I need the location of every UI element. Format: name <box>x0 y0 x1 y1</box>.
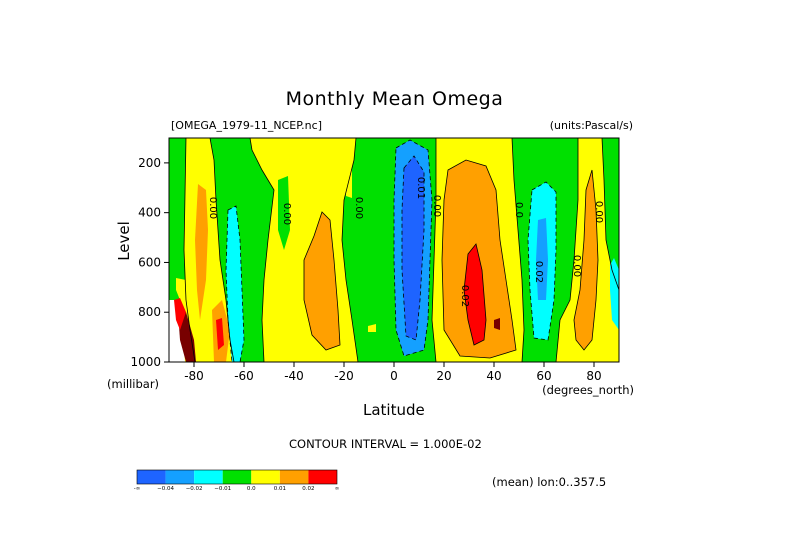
contour-label: 0.00 <box>431 195 442 217</box>
contour-label: 0.00 <box>593 201 604 223</box>
fill-south-midlat-green-notch <box>278 176 290 250</box>
mean-info-note: (mean) lon:0..357.5 <box>492 475 607 489</box>
colorbar-frame <box>136 469 338 485</box>
contour-label: 0.00 <box>281 203 292 225</box>
y-axis-unit: (millibar) <box>107 377 160 391</box>
x-tick-label: -60 <box>234 369 254 383</box>
fill-south-red <box>216 318 224 350</box>
contour-label: 0.00 <box>571 255 582 277</box>
colorbar-label: 0.01 <box>273 486 286 492</box>
fill-subtropics-red <box>464 244 486 345</box>
contour-interval-note: CONTOUR INTERVAL = 1.000E-02 <box>289 437 482 451</box>
colorbar-label: ∞ <box>334 486 340 492</box>
contour-label: 0.02 <box>533 261 544 283</box>
contour-label: 0.00 <box>207 197 218 219</box>
colorbar-swatch <box>194 470 223 484</box>
contour-lines-negative <box>225 139 557 362</box>
y-tick-label: 1000 <box>130 355 161 369</box>
y-tick-label: 200 <box>138 156 161 170</box>
y-tick-label: 400 <box>138 206 161 220</box>
contour-label: 0.0 <box>513 202 524 218</box>
colorbar-swatch <box>279 470 309 484</box>
colorbar <box>136 469 338 485</box>
file-label: [OMEGA_1979-11_NCEP.nc] <box>171 119 322 132</box>
y-tick-label: 600 <box>138 255 161 269</box>
fill-ascent-band-south <box>226 206 244 362</box>
fill-itcz-inner <box>402 156 424 340</box>
x-tick-label: 20 <box>436 369 451 383</box>
colorbar-swatch <box>308 470 337 484</box>
fill-small-yellow-2 <box>368 324 376 332</box>
x-tick-label: -20 <box>334 369 354 383</box>
x-tick-label: 80 <box>586 369 601 383</box>
x-tick-label: 0 <box>390 369 398 383</box>
y-tick-label: 800 <box>138 305 161 319</box>
contour-label: 0.02 <box>459 285 470 307</box>
chart-title: Monthly Mean Omega <box>285 88 504 110</box>
colorbar-label: -∞ <box>133 486 141 492</box>
colorbar-swatch <box>137 470 166 484</box>
x-axis-title: Latitude <box>363 401 425 419</box>
fill-subtropics-darkred <box>494 318 500 330</box>
colorbar-label: 0.02 <box>302 486 315 492</box>
contour-lines <box>183 138 619 362</box>
colorbar-label: 0.0 <box>246 486 256 492</box>
x-tick-label: -80 <box>184 369 204 383</box>
colorbar-swatch <box>222 470 252 484</box>
contour-label: 0.01 <box>415 177 426 199</box>
colorbar-swatch <box>251 470 280 484</box>
fill-south-pole-darkred <box>178 312 196 362</box>
y-axis-title: Level <box>114 221 133 261</box>
fill-south-orange <box>195 184 208 320</box>
y-axis-ticks: 200 400 600 800 1000 <box>130 156 169 369</box>
fill-north-midlat-blue <box>536 218 548 300</box>
fill-north-cyan-small <box>610 258 619 330</box>
colorbar-label: −0.01 <box>214 486 232 492</box>
x-axis-unit: (degrees_north) <box>542 383 634 397</box>
fill-south-pole-red <box>174 298 186 330</box>
x-tick-label: 60 <box>536 369 551 383</box>
contour-label: 0.00 <box>353 197 364 219</box>
x-tick-label: -40 <box>284 369 304 383</box>
colorbar-label: −0.02 <box>185 486 203 492</box>
colorbar-swatch <box>165 470 195 484</box>
fill-north-orange <box>574 170 598 350</box>
units-label: (units:Pascal/s) <box>549 119 633 132</box>
contour-fills <box>169 138 619 362</box>
fill-south-midlat-orange <box>304 212 340 350</box>
x-axis-ticks: -80 -60 -40 -20 0 20 40 60 80 <box>184 362 602 383</box>
x-tick-label: 40 <box>486 369 501 383</box>
colorbar-label: −0.04 <box>157 486 174 492</box>
contour-labels-group: 0.00 0.00 0.00 0.01 0.00 0.0 0.02 0.02 0… <box>207 177 604 307</box>
